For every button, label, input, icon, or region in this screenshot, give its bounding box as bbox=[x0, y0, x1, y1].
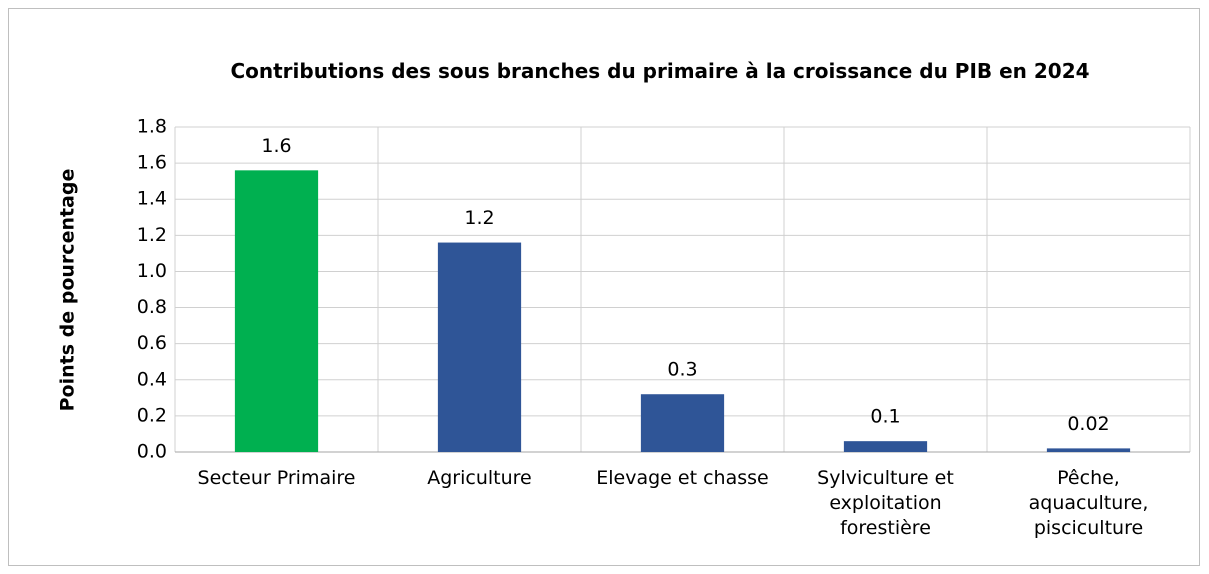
bar bbox=[640, 394, 725, 452]
x-tick-label: Pêche, aquaculture, pisciculture bbox=[1028, 467, 1149, 539]
y-tick-label: 0.2 bbox=[137, 404, 167, 426]
y-tick-label: 1.4 bbox=[137, 188, 167, 210]
bar bbox=[1046, 448, 1131, 452]
y-tick-label: 1.8 bbox=[137, 116, 167, 138]
data-label: 1.6 bbox=[261, 135, 291, 157]
data-label: 0.02 bbox=[1067, 413, 1109, 435]
y-tick-label: 0.0 bbox=[137, 441, 167, 463]
x-tick-label: Sylviculture et exploitation forestière bbox=[817, 467, 954, 539]
bar bbox=[234, 170, 319, 453]
y-axis-label: Points de pourcentage bbox=[57, 169, 79, 412]
chart-frame bbox=[8, 8, 1200, 566]
bar bbox=[843, 441, 928, 452]
y-tick-label: 0.8 bbox=[137, 296, 167, 318]
y-tick-label: 1.0 bbox=[137, 260, 167, 282]
data-label: 0.1 bbox=[870, 406, 900, 428]
x-tick-label: Secteur Primaire bbox=[197, 467, 356, 489]
bar bbox=[437, 242, 522, 452]
x-tick-label: Elevage et chasse bbox=[596, 467, 769, 489]
data-label: 0.3 bbox=[667, 359, 697, 381]
chart-title: Contributions des sous branches du prima… bbox=[230, 59, 1090, 83]
data-label: 1.2 bbox=[464, 207, 494, 229]
y-tick-label: 1.6 bbox=[137, 152, 167, 174]
y-tick-label: 0.4 bbox=[137, 368, 167, 390]
y-tick-label: 1.2 bbox=[137, 224, 167, 246]
x-tick-label: Agriculture bbox=[427, 467, 532, 489]
y-tick-label: 0.6 bbox=[137, 332, 167, 354]
